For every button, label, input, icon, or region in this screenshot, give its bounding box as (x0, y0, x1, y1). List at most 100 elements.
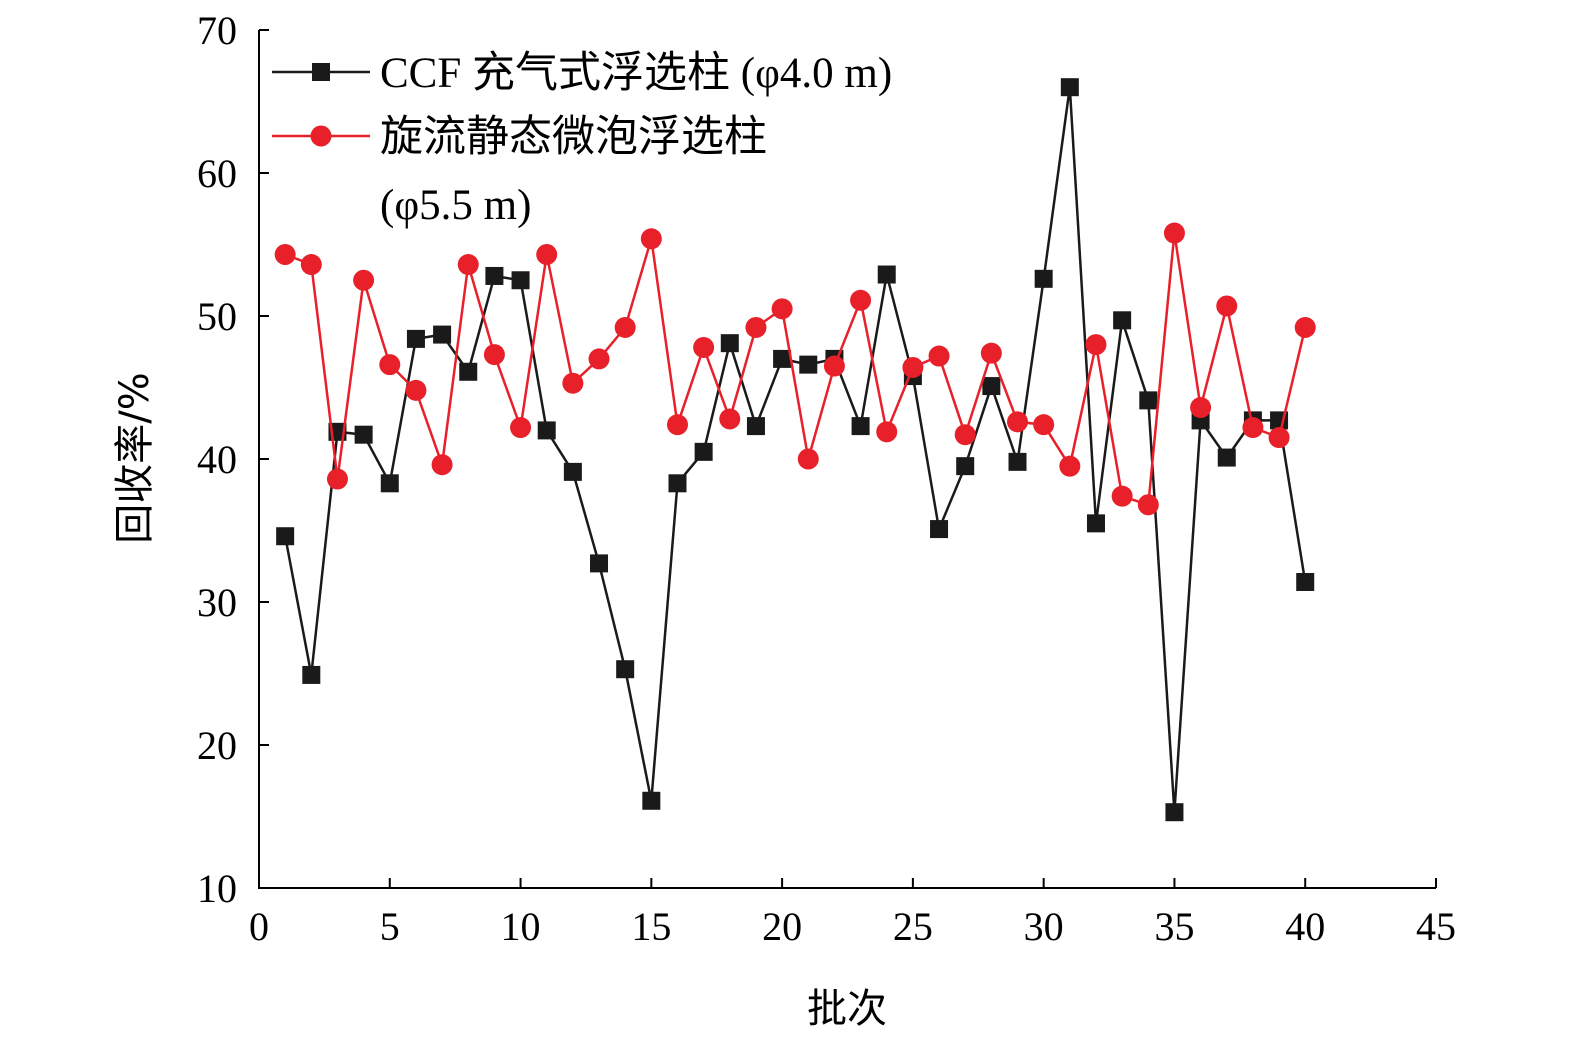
data-point (877, 265, 896, 284)
data-point (326, 468, 348, 490)
data-point (1113, 311, 1132, 330)
data-point (797, 448, 819, 470)
data-point (588, 348, 610, 370)
x-tick-label: 25 (893, 904, 933, 949)
data-point (980, 342, 1002, 364)
data-point (745, 316, 767, 338)
series-2 (274, 222, 1316, 516)
x-tick-label: 35 (1154, 904, 1194, 949)
legend-entry-2: 旋流静态微泡浮选柱 (φ5.5 m) (272, 114, 767, 229)
data-point (353, 269, 375, 291)
data-point (485, 266, 504, 285)
x-tick-label: 20 (762, 904, 802, 949)
data-point (380, 474, 399, 493)
data-point (406, 329, 425, 348)
data-point (457, 254, 479, 276)
y-tick-label: 20 (197, 723, 237, 768)
y-tick-label: 70 (197, 8, 237, 53)
x-tick-label: 40 (1285, 904, 1325, 949)
data-point (1008, 452, 1027, 471)
data-point (1139, 391, 1158, 410)
data-point (379, 354, 401, 376)
data-point (773, 349, 792, 368)
legend-label: CCF 充气式浮选柱 (φ4.0 m) (380, 50, 892, 97)
data-point (1268, 427, 1290, 449)
data-point (642, 791, 661, 810)
series-line (283, 87, 1307, 813)
data-point (433, 325, 452, 344)
legend-label: 旋流静态微泡浮选柱 (380, 114, 767, 161)
data-point (693, 336, 715, 358)
data-point (719, 408, 741, 430)
data-point (771, 298, 793, 320)
data-point (302, 665, 321, 684)
data-point (850, 289, 872, 311)
data-point (1190, 397, 1212, 419)
data-point (956, 457, 975, 476)
y-tick-label: 30 (197, 580, 237, 625)
data-point (1033, 414, 1055, 436)
data-point (799, 355, 818, 374)
data-point (537, 421, 556, 440)
data-point (823, 355, 845, 377)
data-point (300, 254, 322, 276)
data-point (930, 520, 949, 539)
data-point (614, 316, 636, 338)
data-point (459, 362, 478, 381)
data-point (1137, 494, 1159, 516)
data-point (1216, 295, 1238, 317)
axis-ticks: 0 5 10 15 20 25 30 35 40 45 10 20 30 40 50 60 70 (197, 8, 1456, 949)
data-point (405, 379, 427, 401)
y-tick-label: 50 (197, 294, 237, 339)
data-point (851, 417, 870, 436)
legend: CCF 充气式浮选柱 (φ4.0 m) 旋流静态微泡浮选柱 (φ5.5 m) (272, 50, 892, 229)
x-tick-label: 30 (1024, 904, 1064, 949)
x-tick-label: 15 (631, 904, 671, 949)
data-point (982, 377, 1001, 396)
y-tick-label: 10 (197, 866, 237, 911)
data-point (616, 660, 635, 679)
data-point (562, 372, 584, 394)
data-point (666, 414, 688, 436)
data-point (1294, 316, 1316, 338)
data-point (1242, 417, 1264, 439)
data-point (1007, 411, 1029, 433)
y-tick-label: 40 (197, 437, 237, 482)
data-point (1060, 78, 1079, 97)
legend-entry-1: CCF 充气式浮选柱 (φ4.0 m) (272, 50, 892, 97)
data-point (563, 462, 582, 481)
data-point (1111, 485, 1133, 507)
legend-marker (312, 63, 330, 81)
data-point (483, 344, 505, 366)
data-point (431, 454, 453, 476)
data-point (536, 244, 558, 266)
legend-label: (φ5.5 m) (380, 182, 531, 229)
data-point (954, 424, 976, 446)
x-tick-label: 0 (249, 904, 269, 949)
data-point (640, 228, 662, 250)
legend-marker (310, 125, 332, 147)
data-point (511, 271, 530, 290)
x-tick-label: 45 (1416, 904, 1456, 949)
data-point (668, 474, 687, 493)
data-point (1217, 448, 1236, 467)
data-point (276, 527, 295, 546)
y-tick-label: 60 (197, 151, 237, 196)
data-point (1163, 222, 1185, 244)
data-point (1085, 334, 1107, 356)
data-point (694, 442, 713, 461)
data-point (274, 244, 296, 266)
series-line (284, 232, 1307, 507)
x-tick-label: 5 (380, 904, 400, 949)
data-point (902, 356, 924, 378)
data-point (354, 425, 373, 444)
x-axis-title: 批次 (807, 986, 887, 1032)
data-point (1034, 269, 1053, 288)
data-point (1086, 514, 1105, 533)
data-point (1059, 455, 1081, 477)
data-point (1296, 572, 1315, 591)
series-layer (274, 78, 1316, 822)
data-point (746, 417, 765, 436)
data-point (720, 334, 739, 353)
